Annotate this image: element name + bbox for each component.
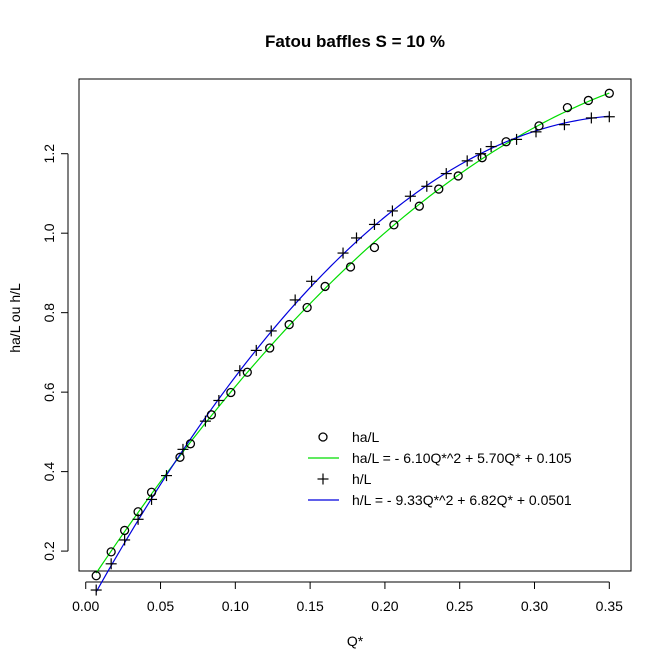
circle-point [453,171,463,181]
circle-point [185,439,196,449]
y-tick-label: 1.0 [41,223,57,243]
y-axis-label: ha/L ou h/L [7,283,23,353]
x-tick-label: 0.05 [147,598,174,614]
plus-point [265,325,277,337]
circle-point [284,319,294,330]
fit-lines [95,92,610,593]
circle-point [242,367,252,377]
plus-point [350,232,362,244]
plus-point [161,470,173,482]
legend: ha/L ha/L = - 6.10Q*^2 + 5.70Q* + 0.105 h/… [308,429,572,508]
y-tick-label: 0.8 [41,303,57,323]
circle-point [226,387,236,398]
plus-point [603,111,615,123]
data-points [90,88,615,596]
plus-point [558,119,570,131]
plus-point [90,584,102,596]
y-tick-label: 0.2 [41,541,57,561]
circle-point [106,547,116,557]
plus-point [199,415,211,427]
circle-point [562,102,573,113]
plus-point [511,133,523,145]
legend-entry-label: h/L [352,471,372,487]
x-tick-label: 0.20 [371,598,398,614]
circle-point [206,410,217,420]
plus-point [337,247,349,259]
fit-line-3 [95,115,610,593]
y-tick-label: 0.6 [41,382,57,402]
circle-point [434,184,444,194]
legend-entry-label: h/L = - 9.33Q*^2 + 6.82Q* + 0.0501 [352,492,572,508]
circle-point [501,137,511,147]
circle-point [604,88,614,98]
circle-point [302,302,312,313]
x-tick-label: 0.35 [596,598,623,614]
x-tick-label: 0.25 [446,598,473,614]
circle-point [265,343,275,353]
plus-point [485,141,497,153]
plus-point [177,443,189,455]
x-tick-label: 0.30 [521,598,548,614]
plus-point [404,190,416,202]
circle-point [414,201,424,211]
plus-point [119,534,131,546]
plus-point [213,394,225,406]
chart-title: Fatou baffles S = 10 % [265,32,445,51]
plus-point [461,155,473,167]
y-tick-label: 1.2 [41,144,57,164]
circle-point [320,281,330,292]
plus-point [421,180,433,192]
plus-point [250,344,262,356]
y-tick-label: 0.4 [41,462,57,482]
circle-point [583,95,594,106]
y-axis: 0.2 0.4 0.6 0.8 1.0 1.2 [41,144,69,561]
x-tick-label: 0.15 [296,598,323,614]
x-tick-label: 0.10 [222,598,249,614]
plus-point [289,294,301,306]
plus-point [440,168,452,180]
circle-point [91,571,101,581]
circle-point [369,242,380,253]
x-axis-label: Q* [347,633,364,649]
plus-point [386,205,398,217]
plot-border [78,78,632,572]
legend-plus-symbol [317,473,329,485]
plus-point [368,218,380,230]
legend-entry-label: ha/L = - 6.10Q*^2 + 5.70Q* + 0.105 [352,450,572,466]
plus-point [306,275,318,287]
circle-point [389,220,399,230]
plus-point [234,365,246,377]
plus-point [585,112,597,124]
plus-point [105,558,117,570]
x-tick-label: 0.00 [72,598,99,614]
plus-point [530,126,542,138]
circle-point [345,262,356,272]
legend-entry-label: ha/L [352,429,379,445]
plus-point [132,513,144,525]
circle-point [119,525,130,536]
circle-point [175,452,185,462]
legend-circle-symbol [318,432,328,442]
x-axis: 0.00 0.05 0.10 0.15 0.20 0.25 0.30 0.35 [72,581,623,614]
plot-frame [78,78,632,572]
plus-point [475,148,487,160]
plus-point [146,493,158,505]
circle-point [534,121,544,131]
